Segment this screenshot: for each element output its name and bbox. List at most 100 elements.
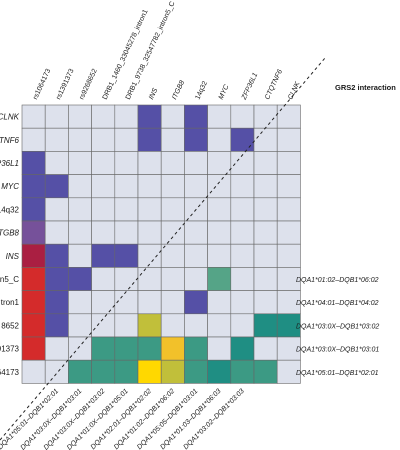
left-label: 8652 (1, 321, 19, 330)
chart-title: GRS2 interaction (335, 83, 396, 92)
top-label: 14q32 (194, 80, 209, 101)
heatmap-cell (91, 336, 116, 361)
heatmap-cell (253, 336, 278, 361)
heatmap-cell (44, 313, 69, 338)
heatmap-cell (253, 127, 278, 152)
heatmap-cell (276, 220, 301, 245)
right-label: DQA1*01:02–DQB1*06:02 (296, 277, 379, 284)
heatmap-cell (114, 174, 139, 199)
left-labels: CLNK TNF6 P36L1 MYC 14q32 TGB8 INS n5_C tron1 865… (0, 113, 20, 377)
heatmap-cell (160, 220, 185, 245)
heatmap-cell (253, 267, 278, 291)
heatmap-cell (184, 220, 208, 245)
heatmap-cell (207, 104, 232, 129)
heatmap-cell (253, 313, 278, 338)
heatmap-cell (114, 359, 139, 384)
top-label: CLNK (287, 81, 301, 101)
top-label: rs9268652 (78, 68, 98, 101)
heatmap-cell (253, 151, 278, 175)
heatmap-cell (184, 313, 208, 338)
heatmap-cell (21, 197, 46, 222)
heatmap-cell (207, 127, 232, 152)
left-label: n5_C (0, 275, 19, 284)
heatmap-cell (276, 174, 301, 199)
heatmap-cell (44, 267, 69, 291)
heatmap-cell (68, 336, 92, 361)
heatmap-cell (91, 104, 116, 129)
heatmap-cell (160, 267, 185, 291)
heatmap-cell (137, 197, 162, 222)
heatmap-cell (184, 151, 208, 175)
left-label: P36L1 (0, 159, 19, 168)
heatmap-cell (114, 267, 139, 291)
heatmap-cell (68, 197, 92, 222)
right-label: DQA1*03:0X–DQB1*03:02 (296, 323, 379, 330)
heatmap-cell (230, 243, 255, 268)
heatmap-cell (91, 313, 116, 338)
heatmap-cell (44, 197, 69, 222)
heatmap-cell (184, 104, 208, 129)
heatmap-cell (21, 336, 46, 361)
heatmap-cell (184, 336, 208, 361)
heatmap-cell (114, 290, 139, 315)
heatmap-cell (91, 174, 116, 199)
heatmap-cell (68, 220, 92, 245)
heatmap-cell (184, 267, 208, 291)
heatmap-cell (114, 313, 139, 338)
heatmap-cell (137, 243, 162, 268)
heatmap-cell (114, 127, 139, 152)
heatmap-cell (230, 220, 255, 245)
left-label: 64173 (0, 368, 20, 377)
heatmap-cell (230, 104, 255, 129)
top-label: DRB1_9738_32547782_intron5_C (125, 1, 177, 101)
heatmap-cell (91, 359, 116, 384)
heatmap-cell (230, 197, 255, 222)
heatmap-cell (207, 174, 232, 199)
heatmap-cell (137, 313, 162, 338)
heatmap-cell (253, 104, 278, 129)
heatmap-cell (21, 104, 46, 129)
heatmap-cell (230, 267, 255, 291)
heatmap-cell (68, 267, 92, 291)
heatmap-cell (137, 174, 162, 199)
heatmap-cells (21, 104, 301, 384)
heatmap-cell (91, 197, 116, 222)
heatmap-cell (160, 174, 185, 199)
left-label: 91373 (0, 345, 20, 354)
heatmap-cell (160, 290, 185, 315)
left-label: MYC (1, 182, 19, 191)
heatmap-cell (137, 104, 162, 129)
heatmap-cell (21, 267, 46, 291)
heatmap-cell (21, 151, 46, 175)
heatmap-cell (207, 243, 232, 268)
heatmap-cell (91, 290, 116, 315)
heatmap-cell (44, 174, 69, 199)
heatmap-cell (207, 220, 232, 245)
top-label: ZFP36L1 (240, 72, 259, 102)
heatmap-cell (91, 220, 116, 245)
right-labels: DQA1*01:02–DQB1*06:02 DQA1*04:01–DQB1*04:… (296, 277, 379, 377)
right-label: DQA1*05:01–DQB1*02:01 (296, 370, 379, 377)
heatmap-cell (68, 290, 92, 315)
heatmap-cell (68, 174, 92, 199)
heatmap-cell (114, 197, 139, 222)
heatmap-cell (160, 104, 185, 129)
heatmap-cell (21, 243, 46, 268)
heatmap-cell (44, 290, 69, 315)
top-labels: rs1064173 rs1391373 rs9268652 DRB1_1460_330… (32, 1, 302, 102)
heatmap-cell (207, 267, 232, 291)
heatmap-cell (184, 359, 208, 384)
heatmap-cell (68, 313, 92, 338)
heatmap-cell (21, 220, 46, 245)
top-label: ITGB8 (171, 79, 186, 100)
heatmap-cell (91, 127, 116, 152)
top-label: INS (148, 87, 159, 101)
heatmap-cell (160, 359, 185, 384)
heatmap-cell (44, 336, 69, 361)
heatmap-cell (253, 359, 278, 384)
top-label: MYC (218, 83, 231, 101)
heatmap-cell (21, 290, 46, 315)
heatmap-cell (276, 151, 301, 175)
heatmap-cell (160, 243, 185, 268)
